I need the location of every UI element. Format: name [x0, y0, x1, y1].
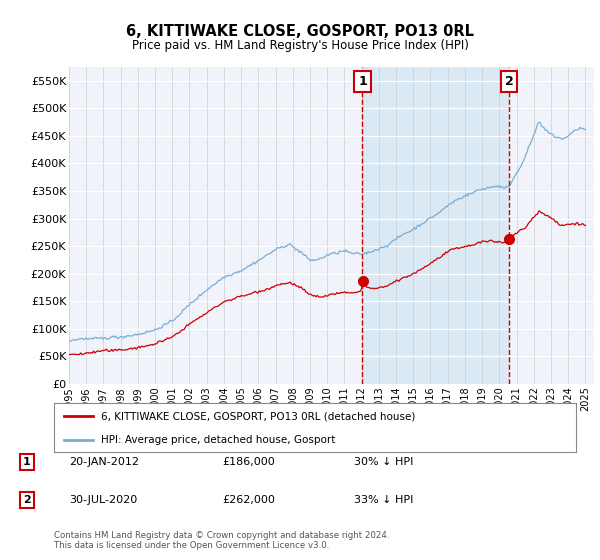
- Text: 20-JAN-2012: 20-JAN-2012: [69, 457, 139, 467]
- Text: £262,000: £262,000: [222, 495, 275, 505]
- Text: 1: 1: [358, 75, 367, 88]
- Text: 30% ↓ HPI: 30% ↓ HPI: [354, 457, 413, 467]
- Text: 6, KITTIWAKE CLOSE, GOSPORT, PO13 0RL: 6, KITTIWAKE CLOSE, GOSPORT, PO13 0RL: [126, 24, 474, 39]
- Text: 1: 1: [23, 457, 31, 467]
- Text: HPI: Average price, detached house, Gosport: HPI: Average price, detached house, Gosp…: [101, 435, 335, 445]
- Text: Contains HM Land Registry data © Crown copyright and database right 2024.
This d: Contains HM Land Registry data © Crown c…: [54, 531, 389, 550]
- Text: £186,000: £186,000: [222, 457, 275, 467]
- Text: 6, KITTIWAKE CLOSE, GOSPORT, PO13 0RL (detached house): 6, KITTIWAKE CLOSE, GOSPORT, PO13 0RL (d…: [101, 412, 415, 422]
- Text: 30-JUL-2020: 30-JUL-2020: [69, 495, 137, 505]
- Text: 2: 2: [23, 495, 31, 505]
- Text: Price paid vs. HM Land Registry's House Price Index (HPI): Price paid vs. HM Land Registry's House …: [131, 39, 469, 52]
- Text: 2: 2: [505, 75, 514, 88]
- Bar: [362, 67, 509, 384]
- Text: 33% ↓ HPI: 33% ↓ HPI: [354, 495, 413, 505]
